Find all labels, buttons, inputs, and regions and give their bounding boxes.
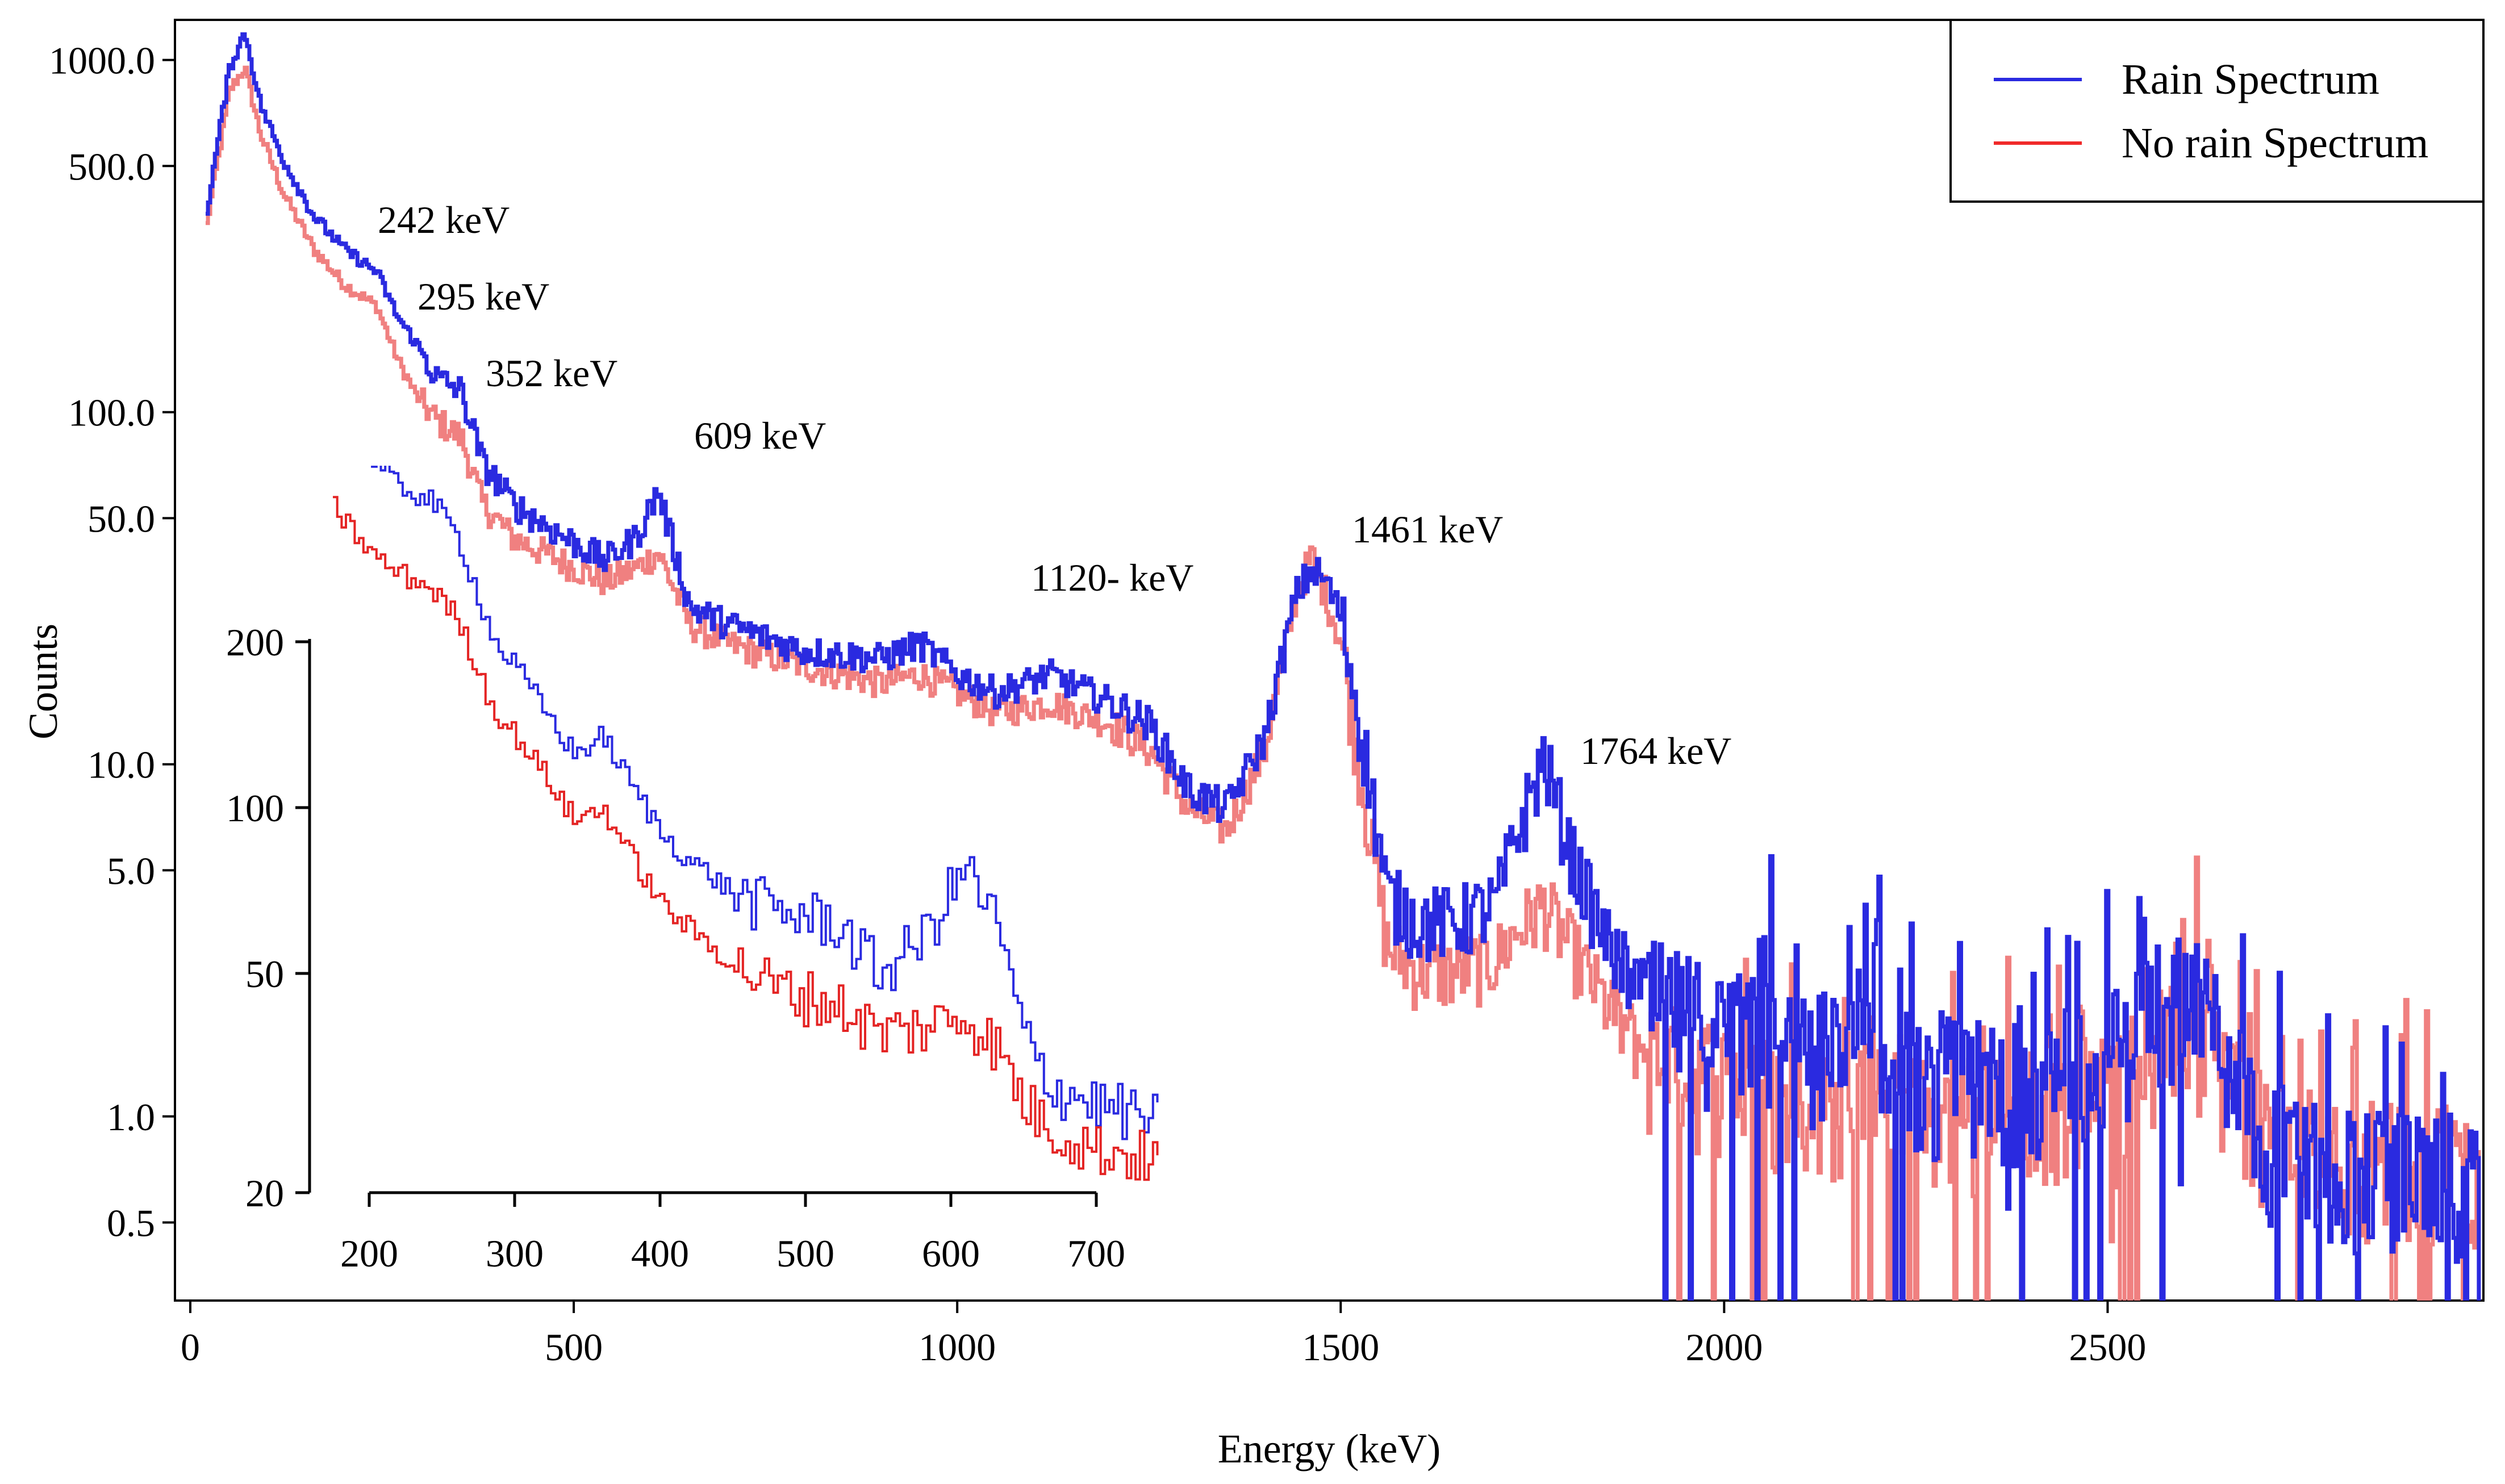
peak-label-1461: 1461 keV [1352, 508, 1503, 551]
main-axes: 0 500 1000 1500 2000 2500 0.5 1.0 5.0 10.0 50.0 100… [49, 39, 2146, 1369]
x-tick-label: 1500 [1302, 1326, 1379, 1369]
inset-y-tick-label: 100 [226, 787, 284, 830]
x-tick-label: 2000 [1685, 1326, 1763, 1369]
x-tick-label: 500 [545, 1326, 603, 1369]
inset-x-tick-label: 600 [922, 1232, 980, 1275]
inset-series-no-rain [333, 496, 1159, 1181]
y-tick-label: 500.0 [68, 145, 155, 188]
inset-series-rain [371, 466, 1159, 1140]
inset-x-tick-label: 500 [776, 1232, 834, 1275]
peak-label-1764: 1764 keV [1580, 729, 1731, 772]
peak-label-1120: 1120- keV [1031, 556, 1193, 599]
inset-y-tick-label: 50 [245, 952, 284, 996]
y-tick-label: 50.0 [87, 497, 155, 540]
inset-series-group [333, 466, 1159, 1181]
y-tick-label: 5.0 [107, 849, 155, 892]
x-tick-label: 1000 [918, 1326, 996, 1369]
peak-label-609: 609 keV [694, 414, 826, 457]
legend-box [1949, 19, 2485, 203]
inset-y-tick-label: 200 [226, 621, 284, 664]
main-series-rain [206, 32, 2481, 1301]
main-series-no-rain [206, 65, 2481, 1301]
y-tick-label: 1000.0 [49, 39, 155, 82]
inset-y-tick-label: 20 [245, 1172, 284, 1215]
x-tick-label: 2500 [2069, 1326, 2146, 1369]
y-tick-label: 0.5 [107, 1201, 155, 1244]
inset-x-tick-label: 200 [340, 1232, 398, 1275]
inset-axes: 200 300 400 500 600 700 20 50 100 200 [226, 621, 1125, 1275]
legend-label-rain: Rain Spectrum [2122, 56, 2379, 103]
legend: Rain Spectrum No rain Spectrum [1949, 19, 2485, 203]
inset-x-tick-label: 700 [1067, 1232, 1125, 1275]
legend-label-no-rain: No rain Spectrum [2122, 119, 2428, 167]
main-plot-frame [174, 19, 2485, 1302]
y-tick-label: 100.0 [68, 391, 155, 434]
x-tick-label: 0 [181, 1326, 200, 1369]
peak-label-295: 295 keV [418, 275, 549, 318]
y-tick-label: 1.0 [107, 1096, 155, 1139]
x-axis-title: Energy (keV) [1218, 1426, 1441, 1472]
y-tick-label: 10.0 [87, 743, 155, 787]
peak-label-352: 352 keV [486, 352, 617, 395]
inset-x-tick-label: 300 [486, 1232, 544, 1275]
inset-x-tick-label: 400 [631, 1232, 689, 1275]
y-axis-title: Counts [20, 624, 66, 739]
main-series-group [206, 32, 2481, 1301]
peak-label-242: 242 keV [378, 198, 510, 241]
